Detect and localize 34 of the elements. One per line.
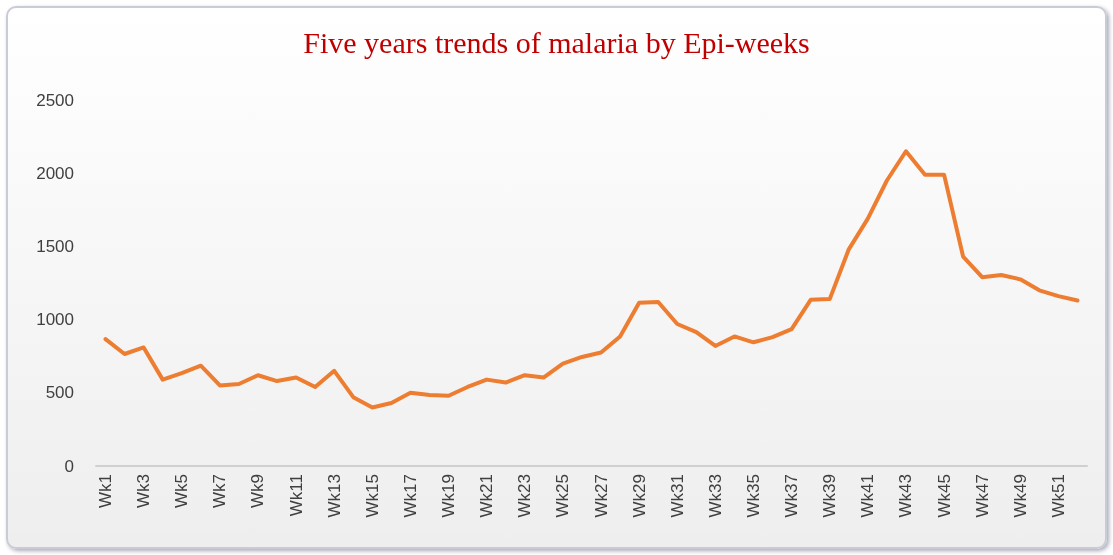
x-tick-label: Wk25 xyxy=(553,474,573,518)
y-tick-label: 1000 xyxy=(36,310,74,330)
x-tick-label: Wk3 xyxy=(134,474,154,508)
x-tick-label: Wk39 xyxy=(820,474,840,518)
x-tick-label: Wk19 xyxy=(439,474,459,518)
x-tick-label: Wk31 xyxy=(667,474,687,518)
x-tick-label: Wk27 xyxy=(591,474,611,518)
x-tick-label: Wk33 xyxy=(705,474,725,518)
y-tick-label: 2500 xyxy=(36,90,74,110)
x-tick-label: Wk7 xyxy=(210,474,230,508)
x-tick-label: Wk11 xyxy=(286,474,306,517)
y-tick-label: 2000 xyxy=(36,163,74,183)
x-tick-label: Wk21 xyxy=(477,474,497,518)
x-tick-label: Wk35 xyxy=(743,474,763,518)
y-tick-label: 1500 xyxy=(36,236,74,256)
x-tick-label: Wk9 xyxy=(248,474,268,508)
x-tick-label: Wk37 xyxy=(782,474,802,518)
x-tick-label: Wk23 xyxy=(515,474,535,518)
x-tick-label: Wk49 xyxy=(1010,474,1030,518)
x-tick-label: Wk47 xyxy=(972,474,992,518)
x-tick-label: Wk15 xyxy=(362,474,382,518)
x-tick-label: Wk29 xyxy=(629,474,649,518)
y-tick-label: 500 xyxy=(45,383,74,403)
x-tick-label: Wk41 xyxy=(858,474,878,518)
x-tick-label: Wk45 xyxy=(934,474,954,518)
y-tick-label: 0 xyxy=(64,456,74,476)
x-tick-label: Wk17 xyxy=(400,474,420,518)
line-series xyxy=(103,149,1080,410)
x-tick-label: Wk51 xyxy=(1048,474,1068,518)
chart-title: Five years trends of malaria by Epi-weeks xyxy=(303,25,810,59)
x-tick-label: Wk5 xyxy=(172,474,192,508)
x-tick-label: Wk13 xyxy=(324,474,344,518)
x-tick-label: Wk43 xyxy=(896,474,916,518)
x-tick-label: Wk1 xyxy=(96,474,116,508)
